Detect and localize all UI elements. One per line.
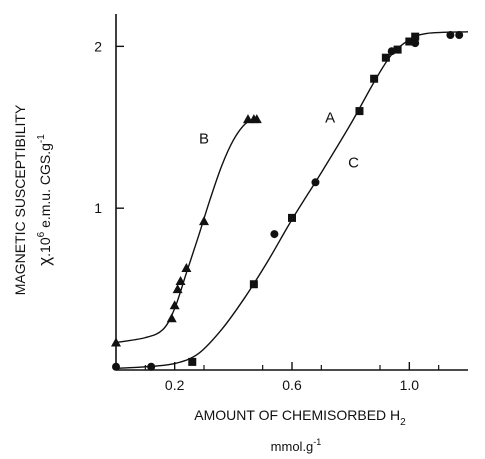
curve-ac bbox=[115, 31, 469, 370]
y-tick-label: 2 bbox=[94, 38, 102, 54]
y-axis-title-chi: χ bbox=[35, 257, 54, 266]
point-a-square bbox=[405, 37, 414, 46]
chart-ticks: 0.2 0.6 1.0 1 2 bbox=[94, 38, 440, 393]
chart-annotations: B A C bbox=[199, 109, 359, 171]
point-a-square bbox=[393, 45, 402, 54]
y-axis-title-exp: 6 bbox=[36, 231, 47, 237]
series-label-c: C bbox=[348, 155, 359, 172]
point-b-triangle bbox=[199, 216, 209, 226]
series-label-b: B bbox=[199, 130, 209, 147]
point-c-circle bbox=[446, 31, 455, 40]
point-a-square bbox=[355, 107, 364, 116]
x-axis-title-sub: 2 bbox=[400, 417, 406, 428]
series-label-a: A bbox=[325, 109, 335, 126]
y-tick-label: 1 bbox=[94, 200, 102, 216]
point-a-square bbox=[370, 74, 379, 83]
y-axis-title-mult: .10 bbox=[37, 237, 53, 257]
point-a-square bbox=[411, 32, 420, 41]
y-axis-title-units: e.m.u. CGS.g bbox=[37, 143, 53, 232]
y-axis-title-line2: χ.106 e.m.u. CGS.g-1 bbox=[35, 134, 54, 266]
chart-marks bbox=[111, 31, 464, 371]
point-b-triangle bbox=[169, 300, 180, 310]
x-tick-label: 0.2 bbox=[165, 377, 185, 393]
x-axis-title: AMOUNT OF CHEMISORBED H2 bbox=[194, 407, 406, 428]
y-axis-title-units-exp: -1 bbox=[36, 134, 47, 143]
chart-curves bbox=[115, 31, 469, 370]
x-axis-units-main: mmol.g bbox=[271, 439, 314, 454]
point-b-triangle bbox=[251, 114, 262, 124]
point-b-triangle bbox=[181, 263, 192, 273]
point-a-square bbox=[188, 357, 197, 366]
x-axis-units: mmol.g-1 bbox=[271, 437, 322, 454]
point-c-circle bbox=[147, 362, 156, 371]
x-tick-label: 1.0 bbox=[400, 377, 420, 393]
x-axis-title-main: AMOUNT OF CHEMISORBED H bbox=[194, 407, 400, 423]
x-tick-label: 0.6 bbox=[282, 377, 302, 393]
point-a-square bbox=[288, 213, 296, 222]
point-c-circle bbox=[270, 230, 279, 239]
point-c-circle bbox=[311, 178, 320, 187]
point-b-triangle bbox=[166, 313, 177, 323]
point-a-square bbox=[381, 53, 390, 62]
y-axis-title-line1: MAGNETIC SUSCEPTIBILITY bbox=[12, 104, 28, 295]
point-a-square bbox=[249, 280, 258, 289]
point-c-circle bbox=[411, 39, 420, 48]
chart-axes bbox=[115, 14, 468, 371]
point-c-circle bbox=[387, 47, 396, 56]
curve-b bbox=[115, 116, 258, 344]
point-b-triangle bbox=[172, 284, 183, 294]
point-c-circle bbox=[112, 362, 120, 371]
point-c-circle bbox=[455, 31, 464, 40]
point-b-triangle bbox=[175, 276, 186, 285]
x-axis-units-exp: -1 bbox=[313, 437, 321, 447]
point-b-triangle bbox=[111, 337, 121, 347]
